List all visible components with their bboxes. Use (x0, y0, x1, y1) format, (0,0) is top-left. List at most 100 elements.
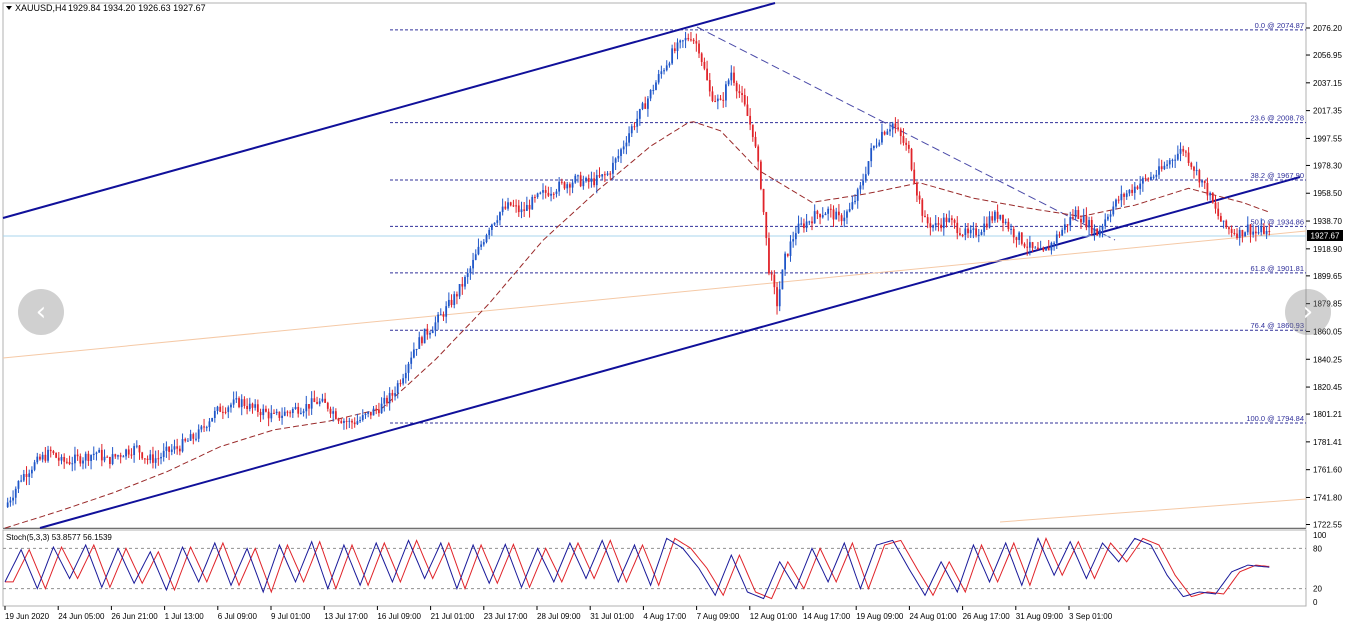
stoch-main-line (4, 537, 1270, 600)
candle-body (251, 403, 254, 408)
candle (450, 294, 453, 308)
candle (520, 201, 523, 219)
candle-body (1222, 220, 1225, 222)
candle-body (727, 80, 730, 85)
candle (1010, 223, 1012, 235)
candle (429, 330, 431, 339)
candle (49, 446, 52, 458)
candle-body (343, 420, 345, 423)
candle (574, 173, 577, 184)
candle-body (867, 161, 870, 175)
candle (1004, 218, 1007, 225)
candle (372, 405, 375, 416)
candle (329, 406, 332, 418)
candle-body (846, 211, 848, 218)
candle-body (1098, 229, 1101, 236)
candle (1077, 206, 1080, 220)
candle-body (531, 196, 534, 210)
candle-body (119, 455, 122, 457)
candle (1007, 218, 1010, 232)
candle (910, 147, 913, 172)
candle (803, 218, 805, 233)
candle (154, 450, 157, 469)
candle (1206, 177, 1209, 201)
candle-body (1152, 176, 1155, 178)
candle-body (216, 406, 219, 411)
candle-body (598, 175, 601, 177)
candle (79, 453, 82, 467)
next-button[interactable]: › (1285, 289, 1331, 335)
candle (926, 214, 929, 229)
candle-body (283, 411, 286, 416)
candle-body (466, 273, 469, 278)
candle (340, 418, 343, 424)
stochastic-pane: 100 80 20 0 (3, 531, 1327, 607)
candle (1222, 220, 1225, 229)
candle (68, 455, 71, 466)
candle (1203, 180, 1206, 190)
candle (1101, 223, 1104, 238)
candle-body (1166, 164, 1168, 166)
candle-body (784, 253, 786, 270)
candle-body (1168, 160, 1171, 165)
candle (332, 406, 335, 422)
candle-body (649, 89, 652, 99)
candle (881, 123, 883, 145)
candle-body (969, 229, 972, 234)
candle (1160, 159, 1163, 172)
candle-body (617, 155, 620, 159)
candle (991, 211, 994, 224)
candle-body (477, 246, 480, 255)
candle-body (369, 411, 372, 416)
candle-body (655, 82, 657, 90)
candle-body (1085, 215, 1088, 228)
candle (778, 281, 781, 312)
candle-body (754, 136, 757, 147)
candle (415, 348, 418, 356)
candle-body (881, 131, 883, 143)
candle (464, 275, 466, 290)
candle (1139, 175, 1142, 195)
candle-body (63, 456, 66, 462)
candle (525, 196, 528, 211)
candle (716, 94, 719, 110)
dropdown-triangle-icon[interactable] (6, 6, 12, 10)
candle (192, 432, 195, 445)
candle (792, 231, 795, 248)
candle-body (1128, 189, 1131, 194)
candle-body (587, 177, 590, 182)
candle-body (563, 182, 566, 189)
candle (819, 213, 821, 225)
candle-body (1209, 192, 1212, 196)
candle-body (453, 294, 456, 305)
price-tick-label: 1978.30 (1313, 161, 1342, 170)
candle-body (224, 411, 227, 413)
candle-body (735, 82, 738, 92)
candle (57, 452, 60, 467)
candle-body (313, 398, 316, 402)
candle (200, 424, 203, 433)
candle-body (464, 277, 466, 287)
candle (687, 33, 690, 42)
candle-body (1101, 225, 1104, 230)
candle (482, 239, 485, 247)
candle-body (980, 232, 983, 235)
candle (1136, 185, 1139, 190)
chart-header: XAUUSD,H4 1929.84 1934.20 1926.63 1927.6… (6, 3, 206, 13)
candle (937, 217, 940, 232)
time-tick-label: 24 Aug 01:00 (909, 612, 957, 621)
candle (100, 443, 103, 467)
candle-body (509, 202, 512, 206)
candle-body (571, 182, 574, 188)
candle (14, 486, 17, 505)
previous-button[interactable]: ‹ (18, 289, 64, 335)
candle-body (918, 195, 921, 200)
candle (165, 441, 168, 458)
candle-body (1112, 206, 1115, 215)
candle (434, 316, 437, 337)
candle (509, 201, 512, 207)
candle-body (622, 146, 625, 150)
candle (431, 326, 434, 334)
candle-body (28, 473, 31, 477)
